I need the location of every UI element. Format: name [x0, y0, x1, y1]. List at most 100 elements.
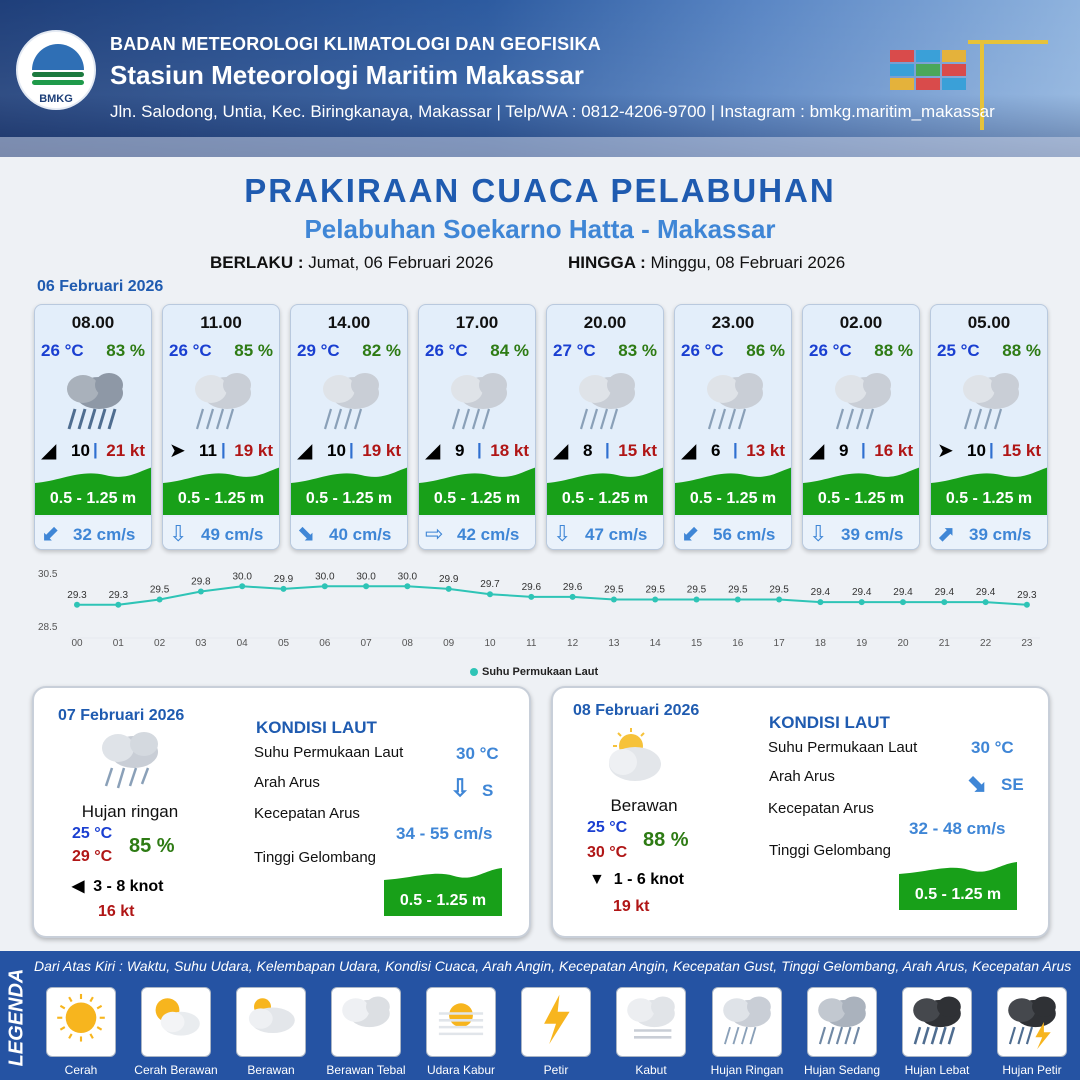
data-label: 29.7	[480, 579, 500, 590]
current-speed: 49 cm/s	[201, 525, 264, 544]
data-point	[569, 593, 576, 600]
forecast-card: 14.00 29 °C 82 % ◢ 10 | 19 kt 0.5 - 1.25…	[290, 304, 408, 550]
forecast-card: 17.00 26 °C 84 % ◢ 9 | 18 kt 0.5 - 1.25 …	[418, 304, 536, 550]
wind-row: ◢ 9 | 16 kt	[803, 439, 919, 463]
wind-separator: |	[605, 440, 610, 459]
station-address: Jln. Salodong, Untia, Kec. Biringkanaya,…	[110, 102, 995, 121]
sst-value: 30 °C	[456, 744, 499, 763]
series-line	[77, 585, 1027, 606]
wind-separator: |	[221, 440, 226, 459]
lightning-icon	[544, 994, 570, 1045]
wind-speed: 6	[711, 441, 721, 460]
rain-light-icon	[195, 373, 251, 430]
forecast-time: 08.00	[71, 313, 115, 332]
kec-value: 32 - 48 cm/s	[909, 819, 1006, 838]
day-panel-2: 08 Februari 2026 Berawan 25 °C 30 °C 88 …	[551, 686, 1050, 938]
condition-label: Hujan ringan	[81, 802, 179, 821]
legend-icon-box	[521, 987, 591, 1057]
arrow-southeast-icon: ⬊	[967, 771, 988, 798]
legend-label: Hujan Lebat	[904, 1063, 970, 1077]
forecast-card: 23.00 26 °C 86 % ◢ 6 | 13 kt 0.5 - 1.25 …	[674, 304, 792, 550]
wind-separator: |	[989, 440, 994, 459]
wave-height: 0.5 - 1.25 m	[433, 490, 521, 507]
rain-light-icon	[723, 996, 771, 1045]
forecast-humidity: 84 %	[490, 341, 529, 360]
legend-icon-box	[712, 987, 782, 1057]
arah-value: S	[482, 781, 494, 800]
weather-icon-wrap	[439, 363, 519, 433]
arrow-south-icon: ⇩	[450, 775, 471, 802]
wind-row: ◢ 9 | 18 kt	[419, 439, 535, 463]
day1-date: 06 Februari 2026	[37, 278, 164, 295]
weather-icon-wrap	[695, 363, 775, 433]
wave-band	[419, 467, 535, 515]
forecast-time: 02.00	[839, 313, 883, 332]
header-banner	[0, 0, 1080, 157]
x-tick-label: 23	[1021, 638, 1033, 649]
forecast-temp: 26 °C	[169, 341, 212, 360]
data-label: 29.3	[1017, 590, 1037, 601]
arrow-south-icon: ▼	[589, 871, 605, 888]
wind-row: ◢ 10 | 21 kt	[35, 439, 151, 463]
forecast-card: 20.00 27 °C 83 % ◢ 8 | 15 kt 0.5 - 1.25 …	[546, 304, 664, 550]
wind-gust: 15 kt	[1002, 441, 1041, 460]
x-tick-label: 06	[319, 638, 331, 649]
page-title: PRAKIRAAN CUACA PELABUHAN	[244, 172, 836, 209]
weather-icon-wrap	[567, 363, 647, 433]
tinggi-label: Tinggi Gelombang	[254, 849, 377, 866]
day-panel-1: 07 Februari 2026 Hujan ringan 25 °C 29 °…	[32, 686, 531, 938]
gust: 16 kt	[98, 903, 135, 920]
day-date: 07 Februari 2026	[58, 707, 185, 724]
wind-gust: 19 kt	[234, 441, 273, 460]
forecast-humidity: 88 %	[1002, 341, 1041, 360]
arrow-northeast-icon: ◢	[681, 440, 697, 462]
wave-band	[931, 467, 1047, 515]
legend-label: Berawan Tebal	[326, 1063, 406, 1077]
sun-icon	[57, 993, 105, 1042]
legend-title: LEGENDA	[5, 968, 28, 1067]
legend-label: Cerah	[64, 1063, 98, 1077]
current-speed: 39 cm/s	[969, 525, 1032, 544]
wind-row: ➤ 11 | 19 kt	[163, 439, 279, 463]
condition-label: Berawan	[610, 796, 678, 815]
current-speed: 39 cm/s	[841, 525, 904, 544]
weather-icon-wrap	[183, 363, 263, 433]
sst-label: Suhu Permukaan Laut	[254, 744, 404, 761]
wave-height: 0.5 - 1.25 m	[49, 490, 137, 507]
rain-heavy-icon	[67, 373, 123, 430]
arrow-southwest-icon: ⬋	[41, 521, 60, 546]
legend-icon-box	[997, 987, 1067, 1057]
rain-light-icon	[579, 373, 635, 430]
forecast-card: 11.00 26 °C 85 % ➤ 11 | 19 kt 0.5 - 1.25…	[162, 304, 280, 550]
wind-speed: 9	[839, 441, 849, 460]
legend-label: Petir	[543, 1063, 569, 1077]
day-date: 08 Februari 2026	[573, 702, 700, 719]
rain-light-icon	[707, 373, 763, 430]
forecast-humidity: 82 %	[362, 341, 401, 360]
current-row: ⬋ 32 cm/s	[35, 517, 151, 549]
data-point	[197, 588, 204, 595]
gust: 19 kt	[613, 898, 650, 915]
sst-chart: 30.5 28.5 29.3 29.3 29.5 29.8 30.0 29.9 30.0 30.0…	[30, 560, 1050, 685]
arah-label: Arah Arus	[769, 768, 835, 785]
x-tick-label: 13	[608, 638, 620, 649]
data-label: 29.5	[150, 585, 170, 596]
wave-band	[547, 467, 663, 515]
data-point	[487, 591, 493, 598]
data-point	[693, 596, 700, 603]
x-tick-label: 22	[980, 638, 992, 649]
x-tick-label: 18	[815, 638, 827, 649]
data-label: 29.4	[935, 587, 955, 598]
wind-row: ◢ 10 | 19 kt	[291, 439, 407, 463]
wind-gust: 19 kt	[362, 441, 401, 460]
wave-band	[163, 467, 279, 515]
arrow-west-icon: ◀	[72, 878, 85, 895]
fog-icon	[627, 996, 675, 1039]
x-tick-label: 04	[237, 638, 249, 649]
current-row: ⇩ 39 cm/s	[803, 517, 919, 549]
data-point	[941, 599, 948, 606]
forecast-temp: 26 °C	[681, 341, 724, 360]
data-point	[404, 583, 411, 590]
station-name: Stasiun Meteorologi Maritim Makassar	[110, 60, 584, 90]
current-row: ⬋ 56 cm/s	[675, 517, 791, 549]
